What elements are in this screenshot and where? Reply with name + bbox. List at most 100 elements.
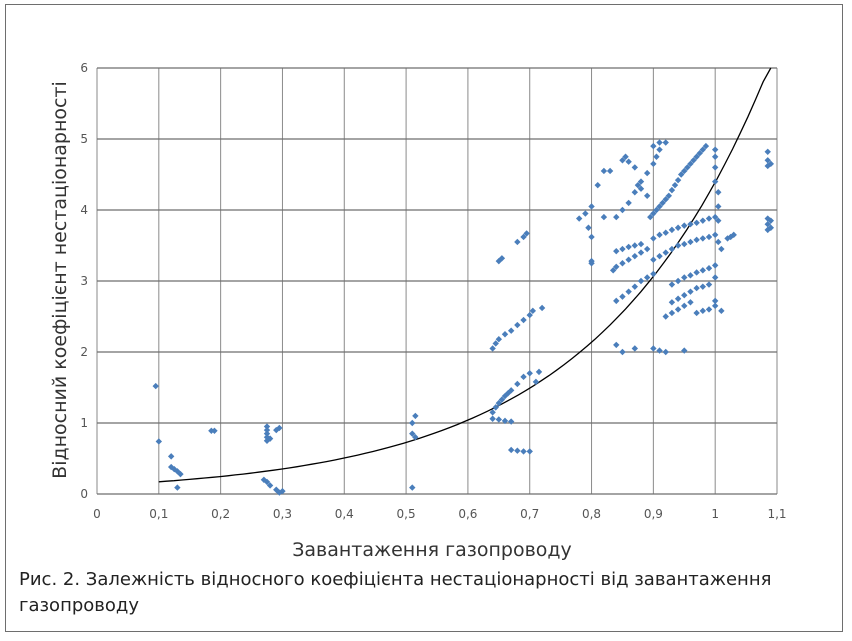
data-point [668, 309, 676, 317]
data-point [711, 164, 719, 171]
data-point [619, 245, 626, 253]
data-point [715, 203, 722, 210]
data-point [724, 235, 731, 242]
data-point [501, 417, 509, 425]
x-tick-label: 0,6 [458, 507, 477, 521]
data-point [409, 484, 416, 491]
x-tick-label: 1,1 [767, 507, 786, 521]
data-point [613, 341, 620, 349]
data-point [699, 283, 707, 290]
data-point [767, 224, 775, 231]
y-tick-label: 6 [80, 61, 88, 75]
y-tick-label: 1 [80, 416, 88, 430]
data-point [575, 215, 583, 222]
data-point [705, 306, 713, 313]
data-point [687, 299, 694, 306]
data-point [711, 231, 719, 239]
x-tick-label: 0,1 [149, 507, 168, 521]
data-point [650, 235, 657, 242]
data-point [631, 345, 639, 352]
data-point [619, 293, 626, 300]
data-point [526, 311, 533, 319]
data-point [656, 139, 663, 146]
data-point [266, 435, 274, 442]
data-point [687, 221, 694, 228]
data-point [177, 470, 184, 478]
data-point [523, 230, 530, 237]
data-point [532, 378, 540, 386]
data-point [668, 186, 676, 194]
data-point [643, 192, 651, 199]
data-point [520, 316, 527, 324]
data-point [711, 302, 719, 310]
grid-lines [96, 67, 778, 495]
data-point [625, 199, 632, 207]
y-tick-label: 2 [80, 345, 88, 359]
data-point [662, 249, 669, 256]
data-point [520, 448, 527, 455]
data-point [705, 215, 713, 222]
data-point [613, 297, 620, 305]
data-point [643, 274, 651, 281]
data-point [764, 157, 771, 164]
data-point [662, 348, 669, 356]
data-point [699, 307, 707, 315]
y-tick-label: 5 [80, 132, 88, 146]
data-point [167, 453, 175, 460]
tick-labels: 0 0,1 0,2 0,3 0,4 0,5 0,6 0,7 0,8 0,9 1 1,1 0 1 2 3 4 5 6 [80, 61, 786, 521]
data-point [662, 139, 669, 146]
data-point [668, 245, 676, 253]
data-point [514, 238, 521, 246]
data-point [613, 213, 620, 221]
data-point [211, 427, 218, 435]
data-point [653, 206, 660, 214]
x-tick-label: 0,4 [335, 507, 354, 521]
data-point [174, 484, 181, 491]
data-point [699, 146, 707, 153]
data-point [764, 148, 771, 155]
data-point [155, 438, 163, 445]
x-axis-label: Завантаження газопроводу [292, 539, 572, 561]
data-point [263, 423, 271, 430]
data-point [668, 226, 676, 234]
data-point [687, 160, 694, 168]
data-point [279, 487, 286, 495]
data-point [538, 304, 546, 312]
x-tick-label: 0,7 [520, 507, 539, 521]
data-point [705, 265, 713, 272]
data-point [625, 243, 632, 251]
data-point [659, 199, 666, 207]
data-point [674, 295, 682, 302]
data-point [489, 415, 496, 422]
data-point [619, 206, 626, 214]
data-point [588, 260, 595, 267]
data-point [662, 313, 669, 320]
data-point [609, 267, 617, 274]
data-point [535, 368, 543, 376]
data-point [520, 233, 527, 241]
data-point [681, 167, 688, 175]
data-point [520, 373, 527, 381]
x-tick-label: 0 [93, 507, 101, 521]
data-point [619, 348, 626, 356]
data-point [585, 224, 592, 231]
data-point [643, 245, 651, 253]
data-point [702, 142, 710, 150]
data-point [693, 236, 700, 244]
data-point [693, 219, 700, 226]
data-point [693, 284, 700, 292]
data-point [613, 263, 620, 270]
data-point [718, 245, 725, 253]
data-point [665, 192, 673, 199]
data-point [637, 240, 645, 248]
data-point [650, 142, 657, 150]
data-point [650, 270, 657, 278]
data-point [705, 233, 713, 241]
data-point [715, 217, 722, 224]
x-tick-label: 0,8 [582, 507, 601, 521]
data-point [730, 231, 737, 239]
x-tick-label: 1 [711, 507, 719, 521]
data-point [674, 224, 682, 231]
data-point [507, 387, 515, 394]
data-point [677, 171, 685, 178]
